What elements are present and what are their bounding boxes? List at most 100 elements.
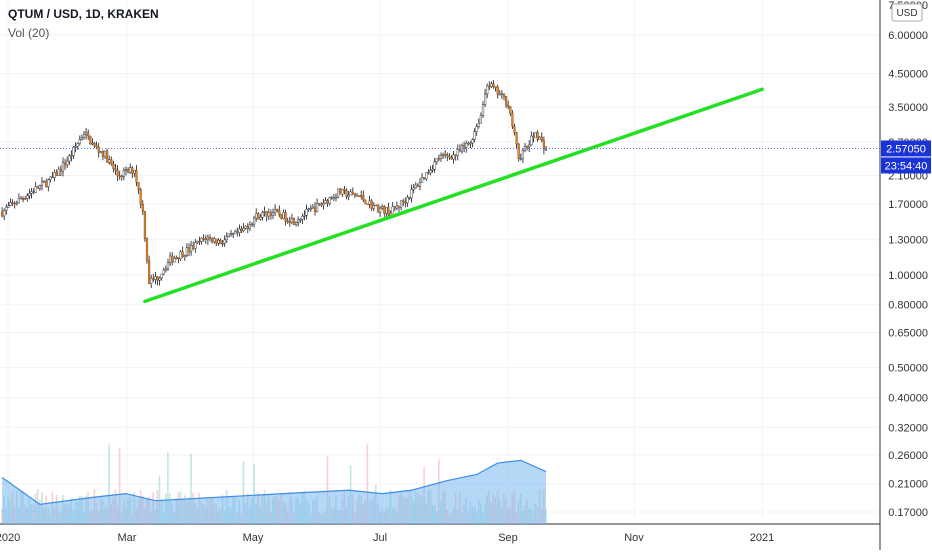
time-tick-label: May (243, 532, 264, 544)
candle-down (494, 86, 497, 88)
candle-down (313, 206, 317, 213)
candle-up (412, 187, 415, 190)
candle-up (259, 217, 262, 220)
candle-up (372, 205, 375, 209)
time-tick-label: 2021 (750, 532, 774, 544)
candle-up (78, 139, 81, 144)
candle-up (175, 257, 178, 259)
candle-down (219, 239, 222, 244)
candle-up (456, 149, 459, 156)
candle-up (267, 212, 270, 217)
candle-up (290, 218, 293, 223)
last-price-label: 2.57050 (886, 143, 926, 155)
candle-down (131, 167, 134, 174)
candle-up (406, 197, 409, 204)
volume-bar-up (242, 461, 245, 524)
candle-up (34, 186, 37, 193)
price-tick-label: 0.26000 (888, 450, 928, 462)
candle-down (286, 220, 289, 223)
countdown-label-bg (881, 157, 931, 174)
candle-up (160, 273, 163, 279)
candle-up (68, 155, 71, 162)
candle-up (129, 167, 132, 173)
candle-up (301, 216, 304, 220)
price-tick-label: 0.17000 (888, 507, 928, 519)
volume-bar-up (108, 444, 110, 524)
candle-up (200, 237, 203, 242)
candle-up (72, 146, 75, 156)
candle-up (164, 268, 167, 271)
candle-down (139, 189, 142, 205)
volume-indicator-label[interactable]: Vol (20) (8, 26, 50, 40)
candle-down (89, 135, 92, 145)
candle-down (215, 238, 218, 244)
candle-up (103, 150, 107, 157)
candle-down (276, 209, 279, 211)
candle-down (280, 214, 283, 219)
candle-down (353, 192, 356, 196)
candle-up (223, 239, 226, 244)
candle-up (57, 168, 60, 177)
candle-down (236, 230, 239, 234)
candle-up (217, 239, 220, 244)
candle-up (173, 258, 176, 263)
candle-up (425, 172, 428, 179)
candle-up (311, 206, 314, 209)
candle-up (91, 142, 94, 145)
candle-up (108, 159, 111, 163)
candle-down (45, 181, 48, 187)
candle-down (339, 188, 342, 195)
candle-up (238, 228, 241, 234)
candle-down (1, 211, 4, 217)
candle-up (231, 233, 235, 235)
candle-down (448, 155, 451, 158)
candle-down (505, 96, 508, 106)
candle-down (488, 85, 491, 88)
candle-down (112, 163, 115, 169)
candle-down (370, 200, 373, 209)
candle-down (393, 206, 396, 209)
candle-up (263, 211, 266, 213)
candle-up (400, 200, 403, 208)
candle-up (299, 219, 302, 221)
candle-up (544, 148, 548, 151)
candle-down (156, 276, 159, 281)
candle-up (349, 191, 352, 196)
candle-up (341, 189, 344, 195)
candle-down (437, 158, 440, 160)
candle-down (517, 143, 520, 159)
candle-up (316, 203, 319, 213)
candle-up (252, 217, 256, 225)
candle-down (383, 206, 386, 214)
candle-down (526, 146, 529, 148)
candle-up (439, 154, 443, 160)
candle-down (110, 159, 113, 165)
candle-down (467, 142, 470, 145)
candle-up (15, 202, 18, 205)
price-tick-label: 2.10000 (888, 171, 928, 183)
candle-up (26, 195, 29, 199)
candle-up (498, 93, 501, 96)
candle-down (171, 255, 174, 263)
candle-down (19, 197, 23, 200)
candle-up (328, 197, 331, 204)
volume-bar-up (253, 463, 255, 524)
candle-down (404, 201, 407, 204)
candle-down (240, 228, 243, 231)
candle-down (376, 204, 380, 213)
candle-down (114, 168, 117, 171)
time-tick-label: Sep (498, 532, 518, 544)
candle-down (32, 191, 35, 193)
candle-up (261, 212, 264, 218)
symbol-title[interactable]: QTUM / USD, 1D, KRAKEN (8, 7, 159, 21)
candle-up (7, 205, 10, 208)
candle-down (318, 203, 321, 205)
time-tick-label: 2020 (0, 532, 20, 544)
candle-down (135, 169, 138, 183)
candle-up (225, 236, 228, 241)
candle-down (416, 184, 419, 187)
candle-down (511, 112, 514, 127)
candle-up (30, 191, 33, 194)
